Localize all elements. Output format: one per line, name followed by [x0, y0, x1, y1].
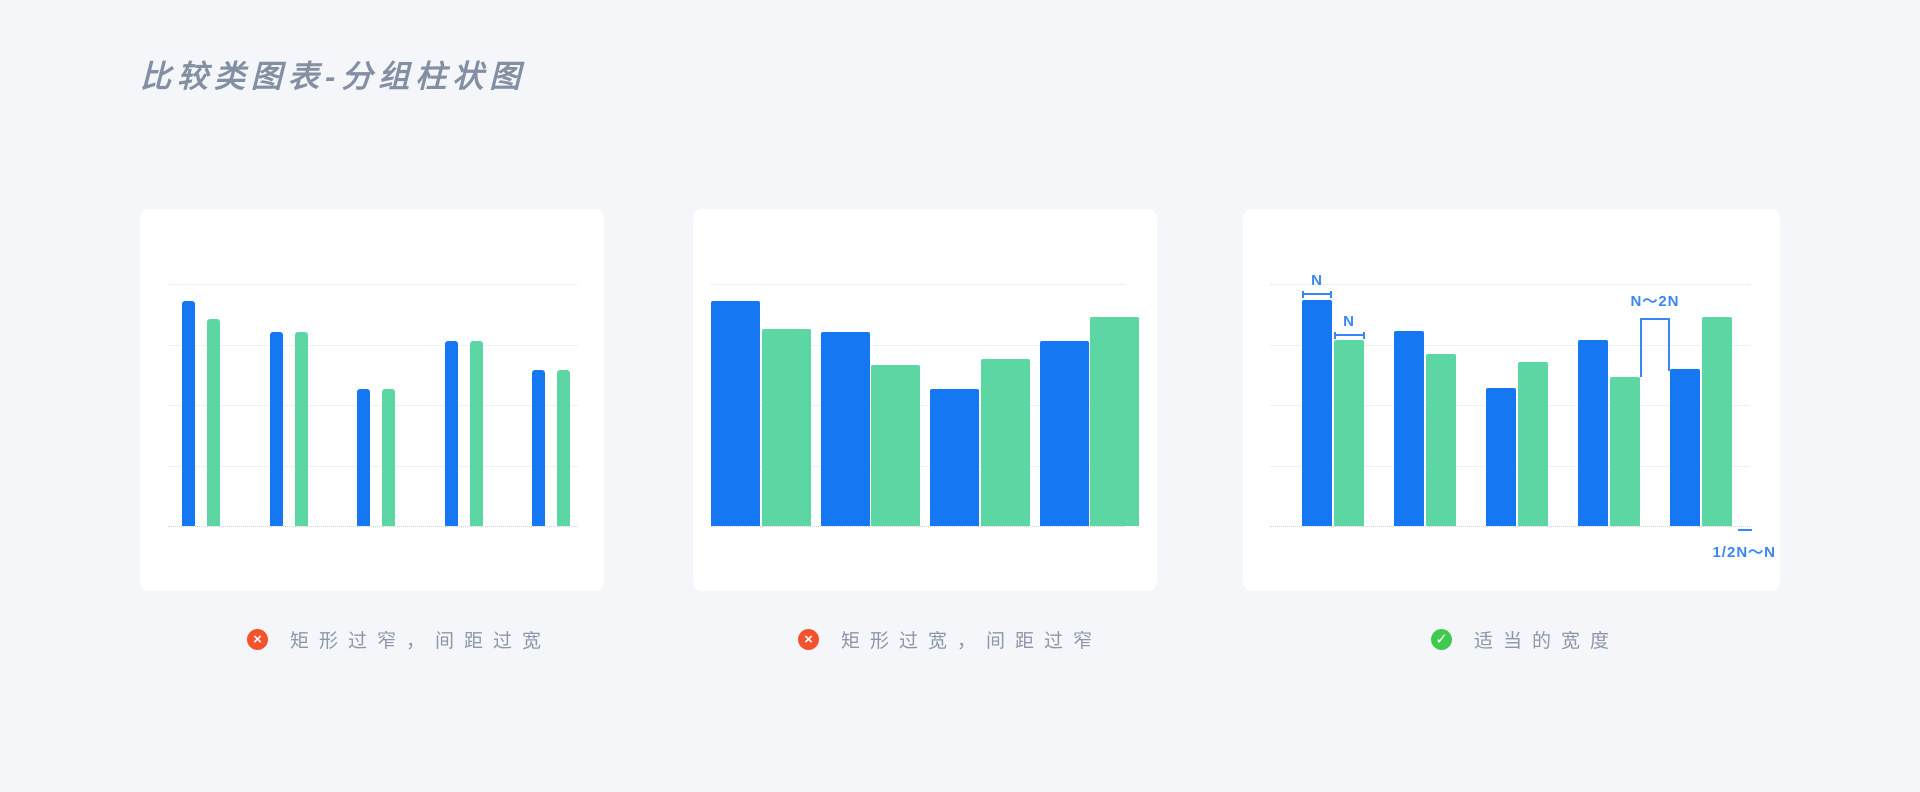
group-gap-bracket-right-line [1668, 320, 1670, 371]
panel-bars-too-wide [693, 209, 1157, 591]
chart-appropriate-width: N N N～2N 1/2N～N [1243, 209, 1780, 591]
caption-text: 矩形过窄，间距过宽 [290, 630, 552, 652]
bar-blue [270, 332, 283, 526]
bar-green [762, 329, 811, 526]
caption-bars-too-wide: × 矩形过宽，间距过窄 [798, 627, 1103, 652]
bar-blue [1578, 340, 1608, 526]
bar-blue [821, 332, 870, 526]
bar-blue [532, 370, 545, 526]
panel-appropriate-width: N N N～2N 1/2N～N [1243, 209, 1780, 591]
gridline [711, 345, 1125, 346]
bar-green [557, 370, 570, 526]
caption-text: 矩形过宽，间距过窄 [841, 630, 1103, 652]
bar-green [295, 332, 308, 526]
bar-green [1518, 362, 1548, 526]
bar-blue [445, 341, 458, 526]
bar-blue [1302, 300, 1332, 526]
gridline [711, 284, 1125, 285]
bar-width-label: N [1343, 313, 1355, 330]
caption-bars-too-narrow: × 矩形过窄，间距过宽 [247, 627, 552, 652]
bar-blue [357, 389, 370, 526]
caption-appropriate-width: ✓ 适当的宽度 [1431, 627, 1620, 652]
bar-green [981, 359, 1030, 526]
pair-gap-label: 1/2N～N [1712, 544, 1776, 561]
bar-blue [930, 389, 979, 526]
x-axis-line [168, 526, 578, 527]
x-axis-line [711, 526, 1125, 527]
bar-blue [1394, 331, 1424, 526]
pair-gap-dash [1738, 529, 1752, 531]
bar-width-label: N [1311, 272, 1323, 289]
gridline [168, 466, 578, 467]
bar-blue [1040, 341, 1089, 526]
bar-blue [182, 301, 195, 526]
chart-bars-too-wide [693, 209, 1157, 591]
bar-width-bracket [1334, 332, 1365, 339]
bar-width-bracket [1302, 291, 1332, 298]
bar-green [1090, 317, 1139, 526]
gridline [1270, 284, 1750, 285]
chart-bars-too-narrow [140, 209, 604, 591]
bar-green [871, 365, 920, 526]
page-title: 比较类图表-分组柱状图 [140, 59, 527, 94]
bar-green [207, 319, 220, 526]
error-icon: × [247, 628, 268, 650]
x-axis-line [1270, 526, 1750, 527]
bar-green [1334, 340, 1364, 526]
bar-green [382, 389, 395, 526]
bar-blue [1670, 369, 1700, 526]
gridline [168, 345, 578, 346]
group-gap-label: N～2N [1630, 293, 1680, 310]
caption-text: 适当的宽度 [1474, 630, 1620, 652]
bar-green [1702, 317, 1732, 526]
error-icon: × [798, 628, 819, 650]
bar-green [1426, 354, 1456, 526]
panel-bars-too-narrow [140, 209, 604, 591]
bar-green [1610, 377, 1640, 526]
group-gap-bracket [1640, 318, 1670, 377]
bar-blue [711, 301, 760, 526]
bar-green [470, 341, 483, 526]
gridline [1270, 345, 1750, 346]
gridline [168, 405, 578, 406]
success-icon: ✓ [1431, 628, 1452, 650]
bar-blue [1486, 388, 1516, 526]
gridline [168, 284, 578, 285]
